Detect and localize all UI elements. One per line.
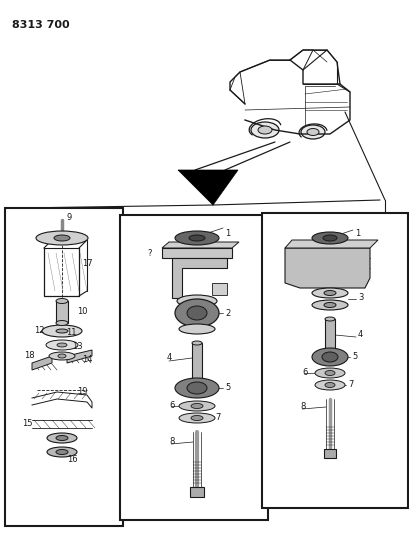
Text: 4: 4 [166,353,172,362]
Bar [191,343,202,381]
Text: 18: 18 [24,351,34,360]
Bar [323,449,335,458]
Ellipse shape [314,380,344,390]
Text: 16: 16 [67,456,77,464]
Bar [56,301,68,323]
Ellipse shape [47,447,77,457]
Text: 8: 8 [169,438,174,447]
Text: ?: ? [147,248,151,257]
Bar [120,215,267,520]
Text: 19: 19 [77,387,87,397]
Polygon shape [162,242,238,248]
Ellipse shape [56,329,68,333]
Ellipse shape [300,125,324,139]
Ellipse shape [56,320,68,326]
Ellipse shape [47,433,77,443]
Ellipse shape [175,299,218,327]
Ellipse shape [191,416,202,421]
Ellipse shape [177,295,216,307]
Text: 8: 8 [299,402,305,411]
Ellipse shape [46,340,78,350]
Text: 8313 700: 8313 700 [12,20,70,30]
Ellipse shape [179,324,214,334]
Text: 5: 5 [351,352,356,361]
Ellipse shape [324,370,334,376]
Ellipse shape [311,288,347,298]
Text: 5: 5 [225,384,230,392]
Ellipse shape [179,413,214,423]
Ellipse shape [49,352,75,360]
Polygon shape [67,350,92,363]
Ellipse shape [323,290,335,295]
Ellipse shape [56,435,68,440]
Bar [324,319,334,351]
Polygon shape [284,248,369,288]
Ellipse shape [56,298,68,303]
Bar [162,248,231,258]
Ellipse shape [322,235,336,241]
Ellipse shape [191,341,202,345]
Ellipse shape [187,306,207,320]
Ellipse shape [175,231,218,245]
Ellipse shape [58,354,66,358]
Polygon shape [284,240,377,248]
Text: 7: 7 [347,381,353,390]
Ellipse shape [257,126,271,134]
Ellipse shape [324,383,334,387]
Ellipse shape [36,231,88,245]
Ellipse shape [179,401,214,411]
Text: 3: 3 [357,294,362,303]
Polygon shape [178,170,237,205]
Text: 1: 1 [225,229,230,238]
Bar [5,208,123,526]
Text: 2: 2 [225,309,230,318]
Ellipse shape [323,303,335,308]
Ellipse shape [187,382,207,394]
Ellipse shape [191,403,202,408]
Text: 11: 11 [66,328,76,337]
Polygon shape [32,356,52,370]
Ellipse shape [57,343,67,347]
Bar [261,213,407,508]
Text: 17: 17 [82,259,92,268]
Ellipse shape [42,325,82,337]
Ellipse shape [314,368,344,378]
Text: 15: 15 [22,419,32,429]
Text: 6: 6 [301,368,307,377]
Text: 1: 1 [354,229,360,238]
Text: 12: 12 [34,327,45,335]
Text: 9: 9 [67,214,72,222]
Ellipse shape [311,348,347,366]
Text: 13: 13 [72,343,83,351]
Ellipse shape [306,128,318,135]
Ellipse shape [54,235,70,241]
Text: 6: 6 [169,401,174,410]
Ellipse shape [250,122,278,138]
Text: 7: 7 [214,414,220,423]
Ellipse shape [324,317,334,321]
Text: 14: 14 [82,356,92,365]
Ellipse shape [321,352,337,362]
Ellipse shape [56,449,68,455]
Bar [189,487,204,497]
Bar [211,283,227,295]
Ellipse shape [311,232,347,244]
Ellipse shape [175,378,218,398]
Ellipse shape [311,300,347,310]
Text: 10: 10 [77,308,87,317]
Ellipse shape [189,235,204,241]
Polygon shape [172,258,227,298]
Text: 4: 4 [357,330,362,340]
